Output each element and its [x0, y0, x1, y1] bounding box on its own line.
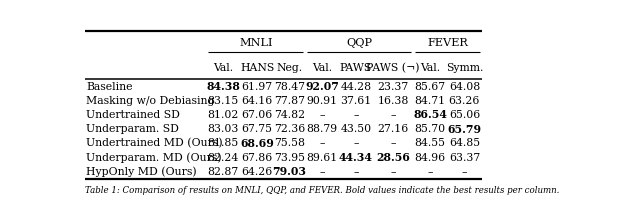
Text: 65.06: 65.06: [449, 110, 480, 120]
Text: Masking w/o Debiasing: Masking w/o Debiasing: [86, 96, 215, 106]
Text: 89.61: 89.61: [307, 153, 338, 162]
Text: 88.79: 88.79: [307, 124, 338, 134]
Text: –: –: [353, 110, 358, 120]
Text: 64.85: 64.85: [449, 138, 480, 148]
Text: 79.03: 79.03: [273, 166, 307, 177]
Text: –: –: [390, 110, 396, 120]
Text: –: –: [353, 167, 358, 177]
Text: FEVER: FEVER: [427, 38, 468, 48]
Text: –: –: [461, 167, 467, 177]
Text: 65.79: 65.79: [447, 124, 481, 135]
Text: 82.24: 82.24: [208, 153, 239, 162]
Text: Baseline: Baseline: [86, 81, 133, 92]
Text: 86.54: 86.54: [413, 110, 447, 120]
Text: HypOnly MD (Ours): HypOnly MD (Ours): [86, 166, 197, 177]
Text: 85.67: 85.67: [415, 81, 445, 92]
Text: 90.91: 90.91: [307, 96, 338, 106]
Text: 63.37: 63.37: [449, 153, 480, 162]
Text: Neg.: Neg.: [276, 63, 303, 73]
Text: –: –: [319, 167, 324, 177]
Text: –: –: [353, 138, 358, 148]
Text: 82.87: 82.87: [208, 167, 239, 177]
Text: Underparam. MD (Ours): Underparam. MD (Ours): [86, 152, 222, 163]
Text: 23.37: 23.37: [378, 81, 408, 92]
Text: 67.06: 67.06: [241, 110, 273, 120]
Text: 83.15: 83.15: [208, 96, 239, 106]
Text: 68.69: 68.69: [240, 138, 274, 149]
Text: 74.82: 74.82: [274, 110, 305, 120]
Text: Val.: Val.: [420, 63, 440, 73]
Text: PAWS: PAWS: [340, 63, 372, 73]
Text: 78.47: 78.47: [274, 81, 305, 92]
Text: Undertrained SD: Undertrained SD: [86, 110, 180, 120]
Text: Underparam. SD: Underparam. SD: [86, 124, 179, 134]
Text: 67.75: 67.75: [241, 124, 273, 134]
Text: MNLI: MNLI: [239, 38, 273, 48]
Text: 67.86: 67.86: [241, 153, 273, 162]
Text: 81.85: 81.85: [208, 138, 239, 148]
Text: 64.16: 64.16: [241, 96, 273, 106]
Text: PAWS (¬): PAWS (¬): [366, 63, 420, 73]
Text: QQP: QQP: [346, 38, 372, 48]
Text: 81.02: 81.02: [207, 110, 239, 120]
Text: Val.: Val.: [312, 63, 332, 73]
Text: 27.16: 27.16: [378, 124, 408, 134]
Text: –: –: [319, 110, 324, 120]
Text: Val.: Val.: [213, 63, 234, 73]
Text: 43.50: 43.50: [340, 124, 371, 134]
Text: 85.70: 85.70: [415, 124, 445, 134]
Text: 44.34: 44.34: [339, 152, 372, 163]
Text: 61.97: 61.97: [241, 81, 273, 92]
Text: 63.26: 63.26: [449, 96, 480, 106]
Text: 77.87: 77.87: [274, 96, 305, 106]
Text: 92.07: 92.07: [305, 81, 339, 92]
Text: 73.95: 73.95: [274, 153, 305, 162]
Text: 83.03: 83.03: [207, 124, 239, 134]
Text: –: –: [390, 167, 396, 177]
Text: 44.28: 44.28: [340, 81, 371, 92]
Text: 64.08: 64.08: [449, 81, 480, 92]
Text: Symm.: Symm.: [445, 63, 483, 73]
Text: 16.38: 16.38: [378, 96, 409, 106]
Text: 72.36: 72.36: [274, 124, 305, 134]
Text: Table 1: Comparison of results on MNLI, QQP, and FEVER. Bold values indicate the: Table 1: Comparison of results on MNLI, …: [85, 187, 559, 196]
Text: Undertrained MD (Ours): Undertrained MD (Ours): [86, 138, 223, 148]
Text: –: –: [390, 138, 396, 148]
Text: 75.58: 75.58: [274, 138, 305, 148]
Text: HANS: HANS: [240, 63, 274, 73]
Text: 84.96: 84.96: [415, 153, 445, 162]
Text: 84.38: 84.38: [207, 81, 240, 92]
Text: 84.55: 84.55: [415, 138, 445, 148]
Text: 84.71: 84.71: [415, 96, 445, 106]
Text: 28.56: 28.56: [376, 152, 410, 163]
Text: 64.26: 64.26: [241, 167, 273, 177]
Text: –: –: [428, 167, 433, 177]
Text: 37.61: 37.61: [340, 96, 371, 106]
Text: –: –: [319, 138, 324, 148]
